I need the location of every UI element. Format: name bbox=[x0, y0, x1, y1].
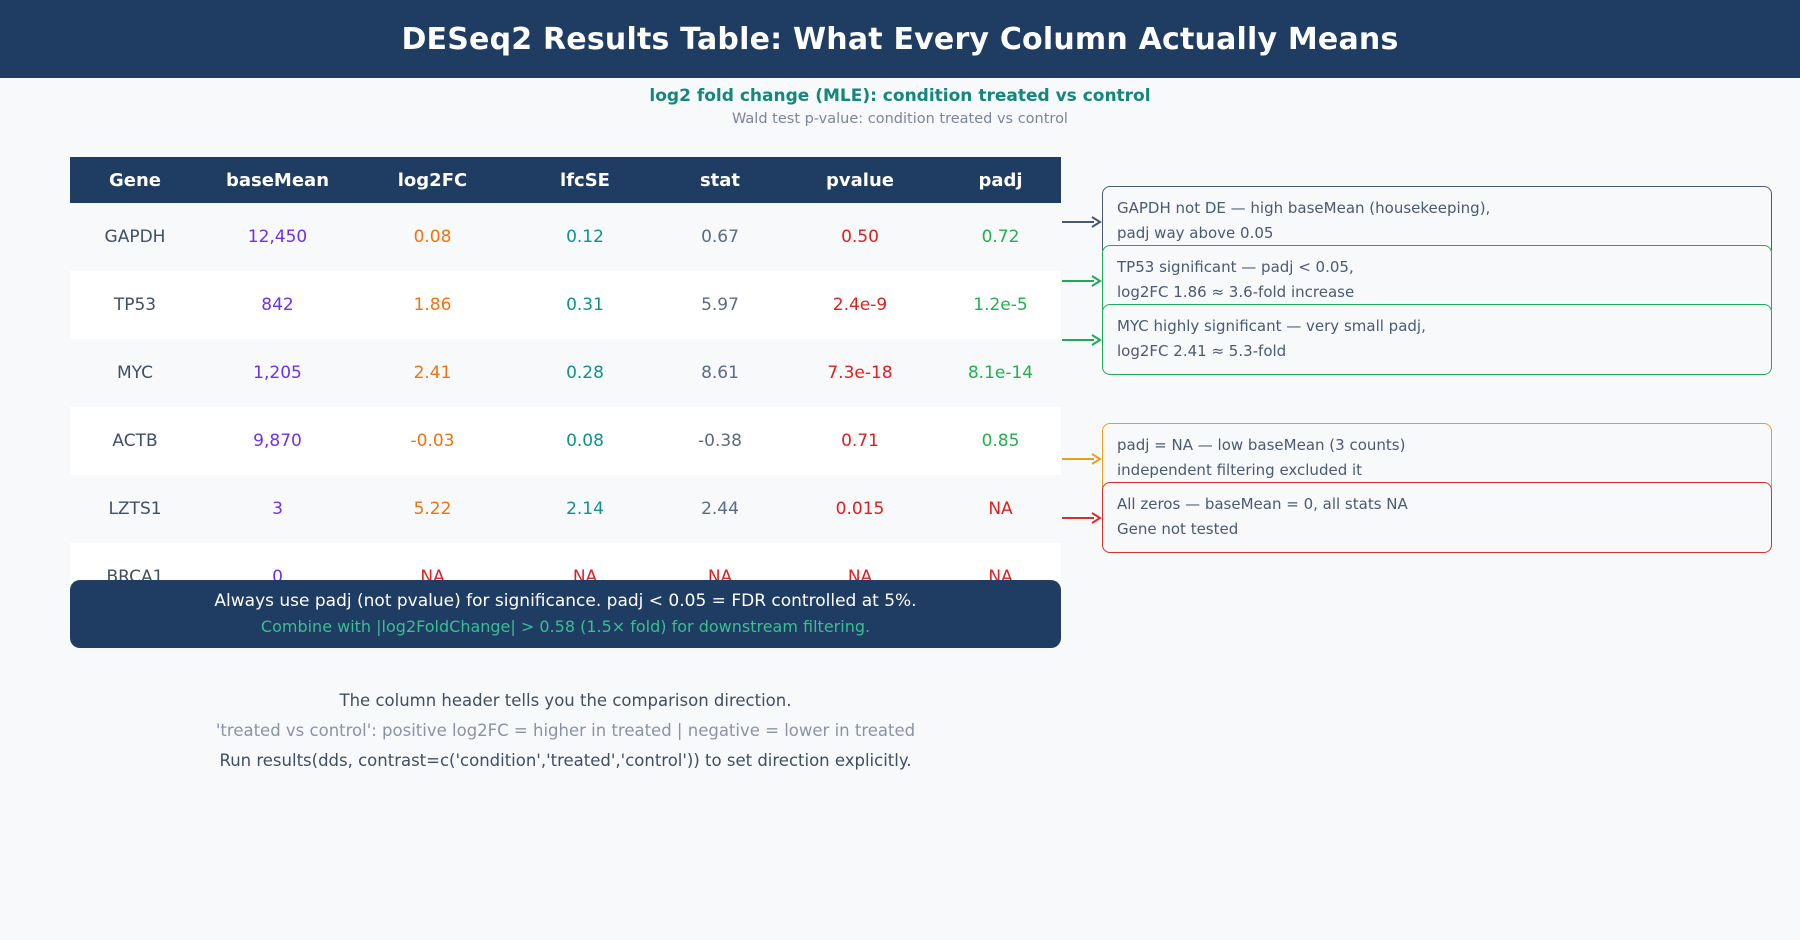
significance-callout: Always use padj (not pvalue) for signifi… bbox=[70, 580, 1061, 648]
cell-log2fc: 5.22 bbox=[413, 499, 452, 519]
cell-basemean: 0 bbox=[272, 567, 283, 587]
footer-notes: The column header tells you the comparis… bbox=[70, 686, 1061, 776]
annotation-myc: MYC highly significant — very small padj… bbox=[1060, 304, 1772, 375]
column-header-stat[interactable]: stat bbox=[699, 169, 741, 191]
arrow-icon bbox=[1060, 449, 1102, 469]
cell-pvalue: 0.015 bbox=[835, 499, 885, 519]
cell-stat: 5.97 bbox=[701, 295, 739, 315]
cell-stat: -0.38 bbox=[698, 431, 742, 451]
cell-lfcse: 0.31 bbox=[566, 295, 604, 315]
cell-basemean: 1,205 bbox=[253, 363, 302, 383]
cell-log2fc: 0.08 bbox=[413, 227, 452, 247]
cell-basemean: 3 bbox=[272, 499, 283, 519]
cell-lfcse: 2.14 bbox=[566, 499, 604, 519]
cell-log2fc: -0.03 bbox=[410, 431, 455, 451]
footer-line-2: 'treated vs control': positive log2FC = … bbox=[215, 721, 916, 740]
column-header-pvalue[interactable]: pvalue bbox=[826, 169, 894, 191]
cell-pvalue: 0.50 bbox=[841, 227, 879, 247]
subtitle-secondary: Wald test p-value: condition treated vs … bbox=[732, 111, 1068, 127]
cell-lfcse: 0.08 bbox=[566, 431, 604, 451]
table-row[interactable]: ACTB 9,870 -0.03 0.08 -0.38 0.71 0.85 bbox=[70, 407, 1061, 475]
annotation-line-2: Gene not tested bbox=[1117, 520, 1239, 538]
callout-line-primary: Always use padj (not pvalue) for signifi… bbox=[214, 591, 917, 611]
table-header-row: Gene baseMean log2FC lfcSE stat pvalue p… bbox=[70, 157, 1061, 203]
cell-pvalue: 0.71 bbox=[841, 431, 879, 451]
annotation-brca1: All zeros — baseMean = 0, all stats NA Ge… bbox=[1060, 482, 1772, 553]
table-row[interactable]: GAPDH 12,450 0.08 0.12 0.67 0.50 0.72 bbox=[70, 203, 1061, 271]
annotation-panel: GAPDH not DE — high baseMean (housekeepi… bbox=[1060, 0, 1800, 940]
cell-gene: LZTS1 bbox=[108, 499, 162, 519]
cell-padj: 0.72 bbox=[981, 227, 1020, 247]
annotation-box: All zeros — baseMean = 0, all stats NA Ge… bbox=[1102, 482, 1772, 553]
annotation-line-1: TP53 significant — padj < 0.05, bbox=[1117, 258, 1354, 276]
arrow-icon bbox=[1060, 508, 1102, 528]
cell-lfcse: 0.12 bbox=[566, 227, 604, 247]
annotation-line-1: MYC highly significant — very small padj… bbox=[1117, 317, 1426, 335]
cell-lfcse: 0.28 bbox=[566, 363, 604, 383]
annotation-box: MYC highly significant — very small padj… bbox=[1102, 304, 1772, 375]
footer-line-1: The column header tells you the comparis… bbox=[339, 691, 792, 710]
annotation-line-1: GAPDH not DE — high baseMean (housekeepi… bbox=[1117, 199, 1491, 217]
arrow-icon bbox=[1060, 330, 1102, 350]
cell-basemean: 9,870 bbox=[253, 431, 302, 451]
annotation-line-2: log2FC 1.86 ≈ 3.6-fold increase bbox=[1117, 283, 1355, 301]
footer-line-3: Run results(dds, contrast=c('condition',… bbox=[219, 751, 912, 770]
cell-basemean: 12,450 bbox=[247, 227, 308, 247]
cell-padj: 1.2e-5 bbox=[973, 295, 1028, 315]
cell-log2fc: 1.86 bbox=[413, 295, 452, 315]
cell-gene: TP53 bbox=[113, 295, 157, 315]
cell-stat: 2.44 bbox=[701, 499, 739, 519]
cell-stat: 0.67 bbox=[701, 227, 739, 247]
annotation-line-1: padj = NA — low baseMean (3 counts) bbox=[1117, 436, 1406, 454]
column-header-gene[interactable]: Gene bbox=[108, 169, 161, 191]
cell-stat: 8.61 bbox=[701, 363, 739, 383]
cell-pvalue: 2.4e-9 bbox=[832, 295, 888, 315]
cell-padj: 0.85 bbox=[981, 431, 1020, 451]
app-title-bar: DESeq2 Results Table: What Every Column … bbox=[0, 0, 1800, 78]
column-header-padj[interactable]: padj bbox=[978, 169, 1023, 191]
annotation-line-2: independent filtering excluded it bbox=[1117, 461, 1363, 479]
cell-gene: ACTB bbox=[112, 431, 158, 451]
annotation-line-2: padj way above 0.05 bbox=[1117, 224, 1274, 242]
cell-gene: MYC bbox=[117, 363, 153, 383]
table-body: GAPDH 12,450 0.08 0.12 0.67 0.50 0.72 TP53 842 1.… bbox=[70, 203, 1061, 611]
page-title: DESeq2 Results Table: What Every Column … bbox=[401, 21, 1399, 57]
cell-log2fc: 2.41 bbox=[413, 363, 452, 383]
annotation-line-1: All zeros — baseMean = 0, all stats NA bbox=[1117, 495, 1408, 513]
cell-gene: GAPDH bbox=[104, 227, 166, 247]
arrow-icon bbox=[1060, 271, 1102, 291]
table-row[interactable]: TP53 842 1.86 0.31 5.97 2.4e-9 1.2e-5 bbox=[70, 271, 1061, 339]
cell-padj: NA bbox=[988, 499, 1013, 519]
callout-line-secondary: Combine with |log2FoldChange| > 0.58 (1.… bbox=[260, 617, 871, 636]
table-row[interactable]: LZTS1 3 5.22 2.14 2.44 0.015 NA bbox=[70, 475, 1061, 543]
subtitle-primary: log2 fold change (MLE): condition treate… bbox=[649, 86, 1151, 106]
column-header-lfcse[interactable]: lfcSE bbox=[560, 169, 610, 191]
table-row[interactable]: MYC 1,205 2.41 0.28 8.61 7.3e-18 8.1e-14 bbox=[70, 339, 1061, 407]
column-header-log2fc[interactable]: log2FC bbox=[397, 169, 468, 191]
subtitle-block: log2 fold change (MLE): condition treate… bbox=[0, 84, 1800, 131]
deseq2-results-table: Gene baseMean log2FC lfcSE stat pvalue p… bbox=[70, 157, 1061, 611]
cell-pvalue: 7.3e-18 bbox=[827, 363, 893, 383]
arrow-icon bbox=[1060, 212, 1102, 232]
cell-padj: 8.1e-14 bbox=[967, 363, 1034, 383]
annotation-line-2: log2FC 2.41 ≈ 5.3-fold bbox=[1117, 342, 1287, 360]
column-header-basemean[interactable]: baseMean bbox=[225, 169, 330, 191]
cell-basemean: 842 bbox=[261, 295, 294, 315]
